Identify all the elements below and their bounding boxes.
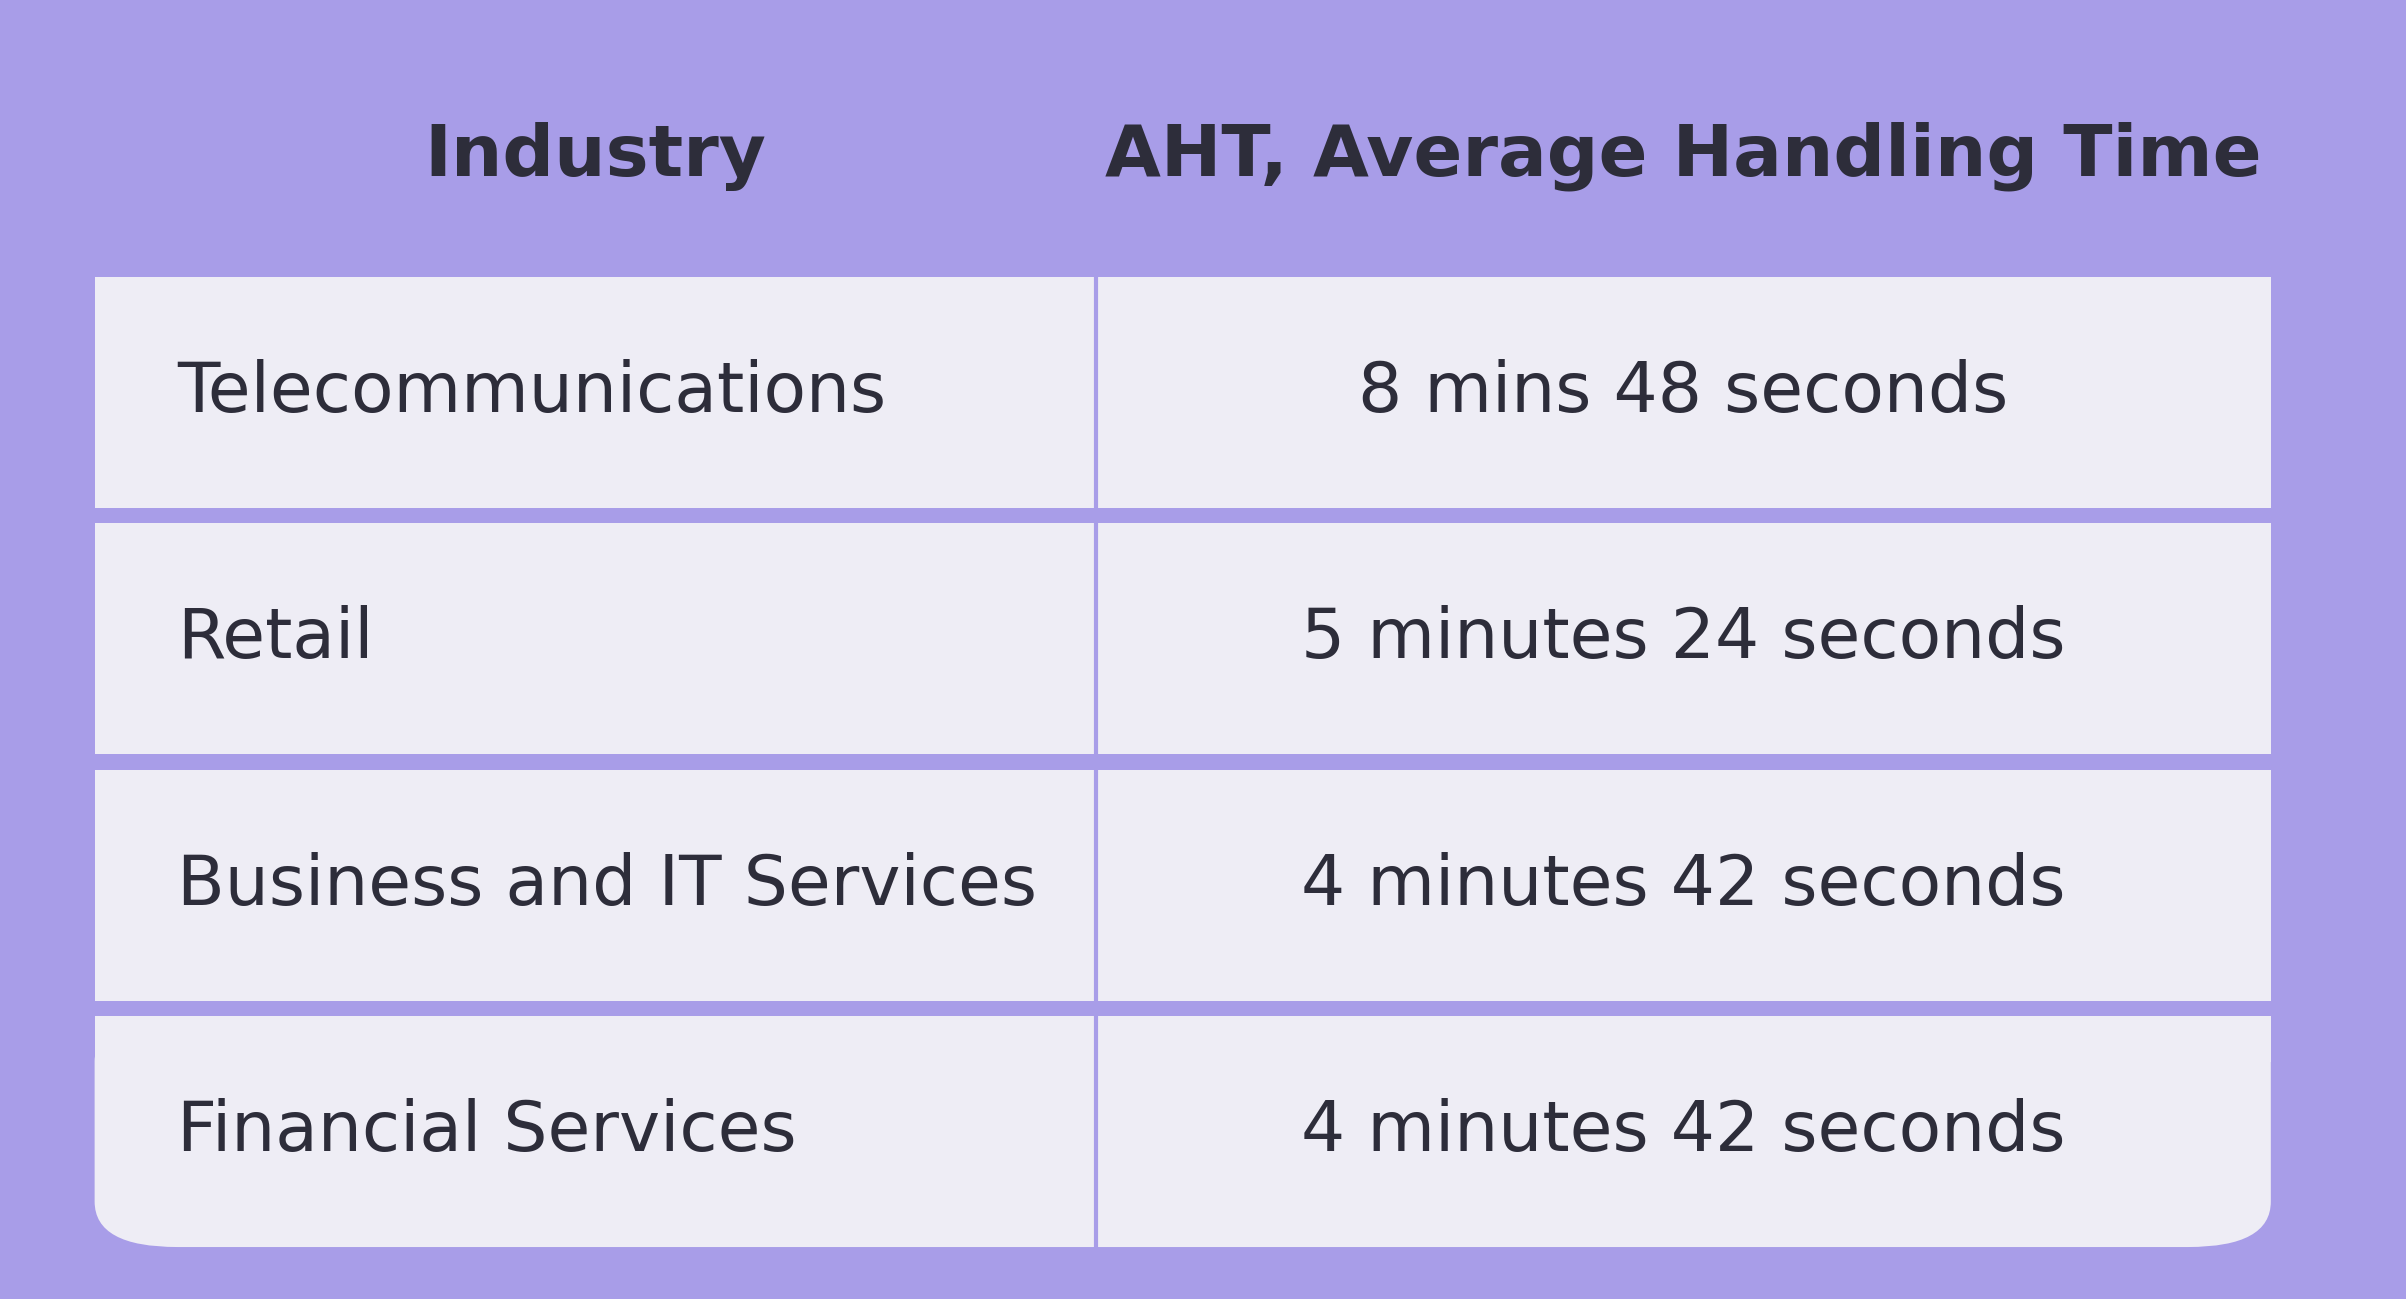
FancyBboxPatch shape: [94, 52, 2271, 261]
Text: 5 minutes 24 seconds: 5 minutes 24 seconds: [1302, 605, 2064, 672]
Text: Business and IT Services: Business and IT Services: [178, 852, 1037, 918]
Text: AHT, Average Handling Time: AHT, Average Handling Time: [1104, 122, 2262, 191]
Text: Industry: Industry: [423, 122, 765, 191]
Bar: [94, 523, 2271, 753]
Text: Financial Services: Financial Services: [178, 1098, 796, 1165]
Bar: [94, 277, 2271, 508]
FancyBboxPatch shape: [94, 52, 2271, 1247]
Text: 4 minutes 42 seconds: 4 minutes 42 seconds: [1302, 852, 2064, 918]
Bar: [94, 1016, 2271, 1061]
FancyBboxPatch shape: [94, 1016, 2271, 1247]
Text: Retail: Retail: [178, 605, 373, 672]
Text: 8 mins 48 seconds: 8 mins 48 seconds: [1357, 359, 2009, 426]
Text: 4 minutes 42 seconds: 4 minutes 42 seconds: [1302, 1098, 2064, 1165]
Text: Telecommunications: Telecommunications: [178, 359, 885, 426]
Bar: [94, 769, 2271, 1000]
Bar: [94, 216, 2271, 261]
